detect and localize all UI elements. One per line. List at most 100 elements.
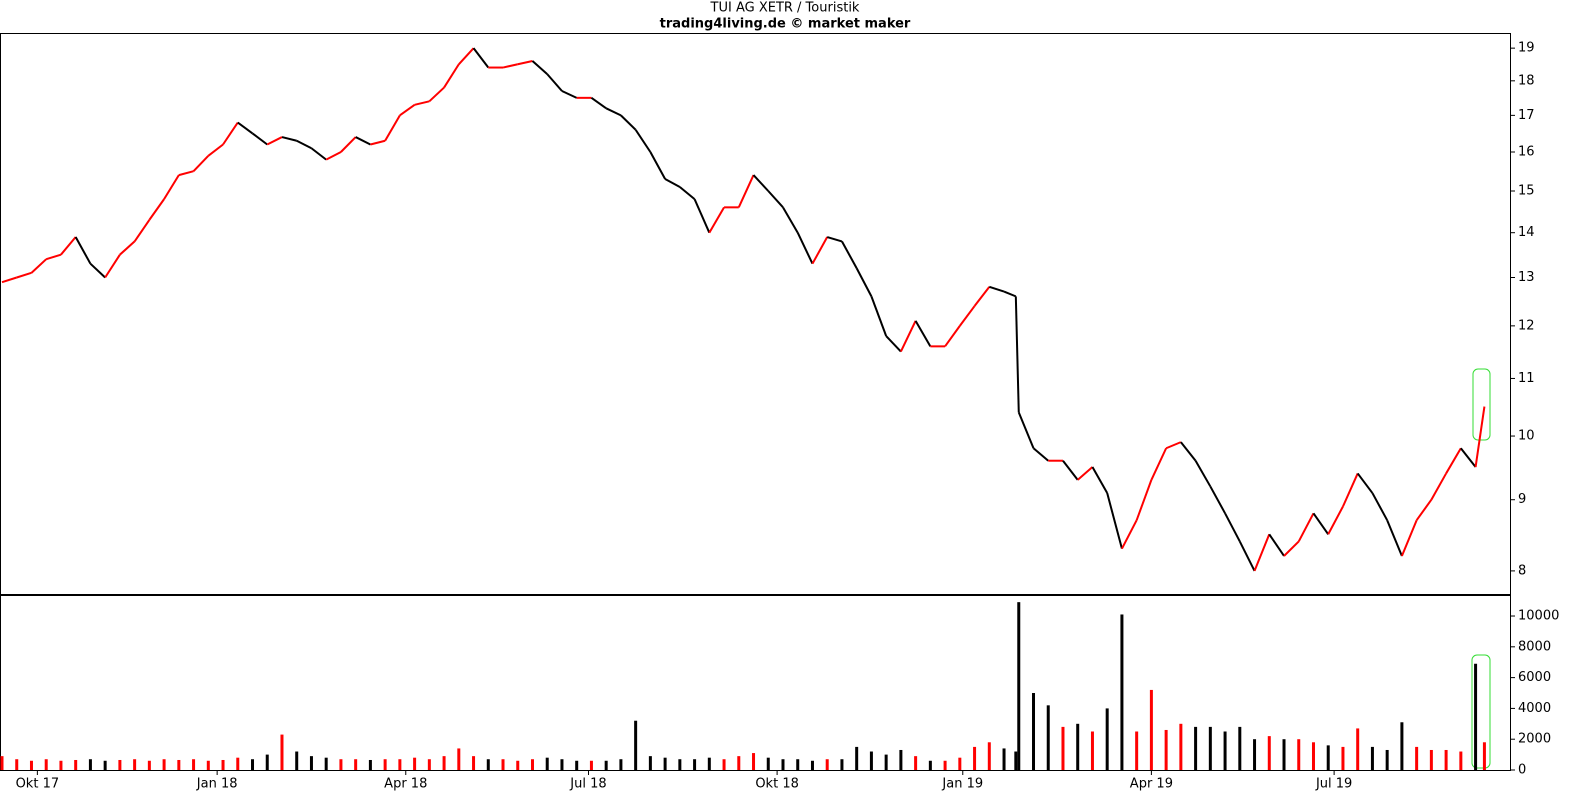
y-tick-label: 9	[1518, 492, 1526, 507]
y-tick-label: 10	[1518, 429, 1535, 444]
volume-bar	[1400, 722, 1404, 770]
volume-bar	[634, 720, 638, 770]
price-segment	[782, 206, 799, 234]
price-segment	[944, 325, 961, 347]
volume-bar	[162, 759, 166, 770]
volume-bar	[221, 759, 225, 770]
x-tick-label: Jan 18	[196, 777, 238, 792]
volume-panel	[0, 595, 1511, 771]
x-tick-label: Apr 18	[384, 777, 427, 792]
volume-bar	[516, 760, 520, 770]
volume-bar	[707, 757, 711, 770]
price-segment	[192, 155, 210, 172]
volume-bar	[958, 757, 962, 770]
price-segment	[649, 151, 666, 180]
price-segment	[207, 143, 224, 157]
volume-bar	[1370, 746, 1374, 770]
volume-bar	[575, 760, 579, 770]
volume-bar	[103, 760, 107, 770]
price-segment	[634, 129, 652, 153]
highlight-box	[1471, 654, 1491, 769]
x-tick-label: Jul 19	[1315, 777, 1352, 792]
price-segment	[414, 100, 430, 106]
price-segment	[325, 151, 342, 161]
volume-bar	[1253, 739, 1257, 770]
volume-bar	[1194, 726, 1198, 770]
x-tick-label: Apr 19	[1130, 777, 1173, 792]
price-segment	[1, 276, 18, 284]
volume-bar	[648, 756, 652, 770]
volume-bar	[236, 757, 240, 770]
price-segment	[178, 170, 194, 177]
price-segment	[1371, 492, 1389, 521]
volume-bar	[265, 754, 269, 770]
volume-bar	[133, 759, 137, 770]
y-tick-label: 19	[1518, 41, 1535, 56]
price-segment	[605, 107, 622, 117]
y-tick-label: 11	[1518, 371, 1535, 386]
volume-bar	[840, 759, 844, 770]
volume-bar	[1179, 723, 1183, 770]
volume-bar	[589, 760, 593, 770]
y-tick-label: 14	[1518, 225, 1535, 240]
volume-bar	[604, 760, 608, 770]
price-segment	[472, 47, 490, 69]
price-segment	[914, 320, 932, 347]
volume-bar	[1223, 731, 1227, 770]
price-segment	[310, 147, 327, 161]
price-segment	[1062, 460, 1079, 481]
price-segment	[399, 103, 416, 117]
volume-bar	[810, 760, 814, 770]
price-segment	[370, 139, 386, 146]
volume-bar	[737, 756, 741, 770]
volume-bar	[501, 759, 505, 770]
volume-bar	[1014, 751, 1018, 770]
volume-bar	[781, 759, 785, 770]
price-segment	[811, 236, 829, 265]
volume-bar	[884, 754, 888, 770]
volume-bar	[486, 759, 490, 770]
volume-bar	[1149, 689, 1153, 770]
price-segment	[870, 296, 888, 337]
price-segment	[340, 136, 357, 153]
price-segment	[119, 240, 136, 256]
price-segment	[561, 90, 578, 99]
price-segment	[546, 73, 563, 92]
price-segment	[30, 258, 47, 274]
price-segment	[1430, 472, 1447, 501]
price-segment	[1077, 466, 1094, 481]
volume-bar	[766, 757, 770, 770]
volume-bar	[280, 734, 284, 770]
volume-bar	[192, 759, 196, 770]
volume-bar	[15, 759, 19, 770]
x-tick-label: Jul 18	[569, 777, 606, 792]
price-segment	[1194, 460, 1212, 487]
volume-bar	[693, 759, 697, 770]
price-segment	[296, 139, 312, 150]
volume-bar	[0, 756, 4, 770]
y-tick-label: 0	[1518, 763, 1526, 778]
volume-bar	[457, 748, 461, 770]
price-segment	[222, 121, 239, 146]
price-segment	[1268, 533, 1285, 557]
price-segment	[89, 262, 106, 279]
volume-bar	[1474, 663, 1478, 770]
price-segment	[531, 60, 548, 75]
volume-bar	[309, 756, 313, 770]
y-tick-label: 15	[1518, 184, 1535, 199]
volume-bar	[29, 760, 33, 770]
volume-bar	[1135, 731, 1139, 770]
price-segment	[1003, 290, 1017, 298]
volume-bar	[1385, 749, 1389, 770]
price-segment	[163, 174, 180, 200]
price-segment	[458, 47, 475, 65]
volume-bar	[869, 751, 873, 770]
price-segment	[841, 240, 858, 269]
price-segment	[104, 254, 121, 279]
price-segment	[988, 285, 1005, 293]
price-segment	[1017, 411, 1035, 449]
y-tick-label: 8	[1518, 563, 1526, 578]
price-segment	[355, 136, 371, 146]
volume-bar	[59, 760, 63, 770]
price-segment	[148, 198, 165, 221]
